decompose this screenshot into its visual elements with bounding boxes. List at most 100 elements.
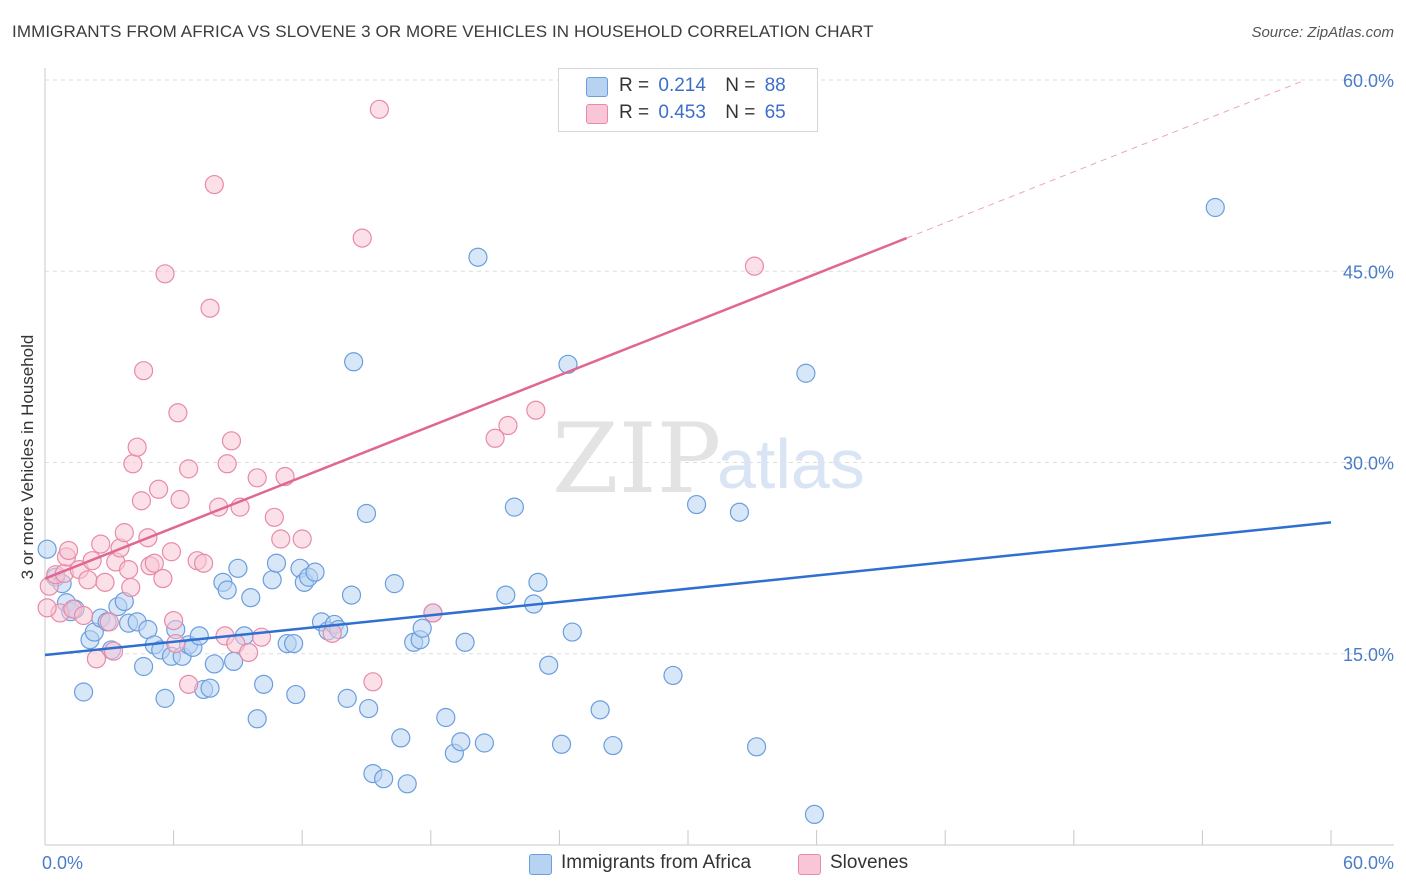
africa-point [496,585,516,605]
y-tick-label: 30.0% [1343,454,1394,474]
africa-point [284,633,304,654]
slovene-point [103,641,124,661]
africa-point [455,632,475,652]
slovene-point [744,256,765,276]
africa-point [551,734,572,754]
africa-point [603,735,623,756]
africa-point [37,539,57,559]
trend-line-slovene [44,236,908,580]
slovene-point [91,534,111,554]
africa-point [189,626,209,646]
africa-point [474,733,494,753]
africa-point [155,688,175,708]
slovene-point [118,559,139,580]
slovene-point [247,468,267,488]
africa-point [374,769,394,789]
trend-lines [44,79,1332,657]
slovene-point [194,553,214,573]
africa-point [1205,197,1225,218]
slovene-point [485,428,505,448]
slovene-point [144,553,164,573]
slovene-point [86,649,107,669]
africa-point [228,558,248,578]
slovene-point [123,454,143,474]
slovene-point [58,540,79,561]
africa-point [341,585,362,605]
legend-swatch-slovene [798,854,821,875]
africa-point [397,774,417,794]
slovene-point [170,489,190,510]
slovene-point [239,642,259,663]
africa-point [254,674,274,694]
slovene-point [200,298,220,318]
africa-point [590,700,610,720]
slovene-point [217,454,237,474]
legend-swatch-africa [586,77,608,97]
slovene-point [95,572,115,592]
africa-point [528,572,548,592]
slovene-point [73,605,94,626]
africa-point [436,707,456,728]
africa-point [262,570,282,590]
africa-point [247,709,267,729]
slovene-point [168,403,188,423]
africa-point [266,553,287,573]
slovene-point [369,99,389,119]
africa-point [305,562,325,582]
africa-point [200,678,220,698]
slovene-point [114,523,134,543]
series-africa-points [37,197,1225,825]
slovene-point [271,529,291,549]
x-axis-ticks [44,830,1332,845]
africa-point [804,804,825,825]
slovene-point [153,568,173,589]
legend-r-label: R = [619,75,650,96]
legend-n-value-africa: 88 [764,75,786,96]
legend-r-value-africa: 0.214 [658,75,706,96]
africa-point [729,502,750,522]
y-axis-label: 3 or more Vehicles in Household [18,335,37,580]
legend-label-slovene: Slovenes [830,852,909,873]
africa-point [686,494,707,515]
legend-n-label: N = [725,102,756,123]
series-legend: Immigrants from Africa Slovenes [0,852,1406,878]
slovene-point [161,542,182,562]
africa-point [451,732,471,752]
slovene-point [155,264,175,284]
slovene-point [166,633,186,654]
slovene-point [179,459,199,479]
africa-point [286,684,306,705]
legend-n-label: N = [725,75,756,96]
slovene-point [221,431,242,451]
africa-point [796,363,816,383]
series-slovene-points [37,99,765,694]
africa-point [241,588,261,608]
y-axis-tick-labels: 15.0% 30.0% 45.0% 60.0% [1343,71,1394,665]
legend-label-africa: Immigrants from Africa [561,852,752,873]
trend-line-africa [44,521,1332,657]
slovene-point [131,491,152,511]
africa-point [391,728,411,748]
slovene-point [363,672,383,692]
africa-point [468,247,488,267]
africa-point [562,622,582,642]
slovene-point [164,610,184,631]
x-tick-label-max: 60.0% [1343,853,1394,873]
africa-point [217,580,237,600]
legend-swatch-slovene [586,104,608,124]
slovene-point [498,415,518,436]
legend-n-value-slovene: 65 [764,102,786,123]
africa-point [356,503,377,524]
africa-point [504,497,524,517]
source-label: Source: ZipAtlas.com [1251,24,1394,41]
legend-r-label: R = [619,102,650,123]
legend-swatch-africa [529,854,552,875]
africa-point [412,618,432,638]
slovene-point [526,400,546,420]
correlation-legend: R = 0.214 N = 88 R = 0.453 N = 65 [558,68,818,132]
slovene-point [179,674,199,694]
y-tick-label: 15.0% [1343,645,1394,665]
slovene-point [352,228,372,248]
legend-r-value-slovene: 0.453 [658,102,706,123]
